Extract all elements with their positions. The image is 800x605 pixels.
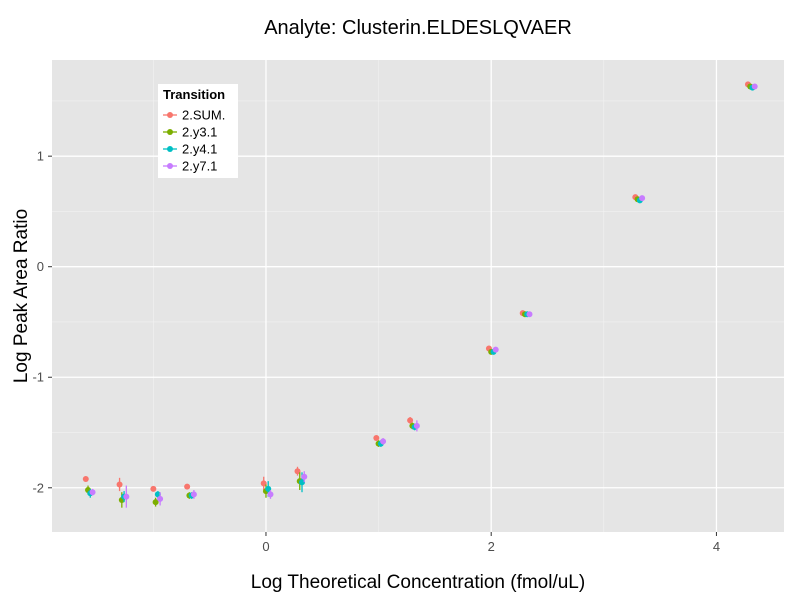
- legend-key-point: [167, 112, 173, 118]
- legend: Transition 2.SUM. 2.y3.1 2.y4.1 2.y7.1: [158, 84, 238, 178]
- chart-title: Analyte: Clusterin.ELDESLQVAER: [264, 17, 572, 39]
- data-point: [123, 493, 130, 500]
- x-axis-title: Log Theoretical Concentration (fmol/uL): [251, 572, 585, 593]
- data-point: [526, 311, 533, 318]
- data-points: [82, 81, 758, 508]
- data-point: [116, 481, 123, 488]
- data-point: [190, 491, 197, 498]
- legend-item: 2.y3.1: [163, 125, 217, 140]
- data-point: [373, 435, 380, 442]
- data-point: [82, 475, 89, 482]
- legend-key-point: [167, 163, 173, 169]
- data-point: [267, 491, 274, 498]
- data-point: [639, 195, 646, 202]
- series-2.y7.1: [89, 83, 758, 508]
- data-point: [380, 438, 387, 445]
- legend-item: 2.SUM.: [163, 108, 225, 123]
- grid-lines: [52, 60, 784, 532]
- legend-key-point: [167, 146, 173, 152]
- legend-label: 2.y4.1: [182, 142, 217, 157]
- x-tick-label: 4: [713, 539, 720, 554]
- axes: 0 2 4 -2 -1 0 1: [32, 149, 720, 554]
- data-point: [154, 491, 161, 498]
- data-point: [299, 479, 306, 486]
- legend-label: 2.y3.1: [182, 125, 217, 140]
- data-point: [184, 483, 191, 490]
- data-point: [301, 473, 308, 480]
- legend-item: 2.y7.1: [163, 159, 217, 174]
- y-tick-label: 1: [37, 149, 44, 164]
- data-point: [260, 480, 267, 487]
- legend-title: Transition: [163, 87, 225, 102]
- legend-item: 2.y4.1: [163, 142, 217, 157]
- data-point: [89, 489, 96, 496]
- data-point: [413, 422, 420, 429]
- legend-key-point: [167, 129, 173, 135]
- data-point: [152, 499, 159, 506]
- x-tick-label: 2: [488, 539, 495, 554]
- y-tick-label: -1: [32, 370, 44, 385]
- y-tick-label: -2: [32, 480, 44, 495]
- data-point: [407, 417, 414, 424]
- y-axis-title: Log Peak Area Ratio: [11, 209, 32, 383]
- data-point: [157, 495, 164, 502]
- data-point: [294, 468, 301, 475]
- legend-label: 2.y7.1: [182, 159, 217, 174]
- data-point: [265, 485, 272, 492]
- data-point: [492, 346, 499, 353]
- data-point: [150, 485, 157, 492]
- legend-label: 2.SUM.: [182, 108, 225, 123]
- x-tick-label: 0: [262, 539, 269, 554]
- y-tick-label: 0: [37, 259, 44, 274]
- data-point: [751, 83, 758, 90]
